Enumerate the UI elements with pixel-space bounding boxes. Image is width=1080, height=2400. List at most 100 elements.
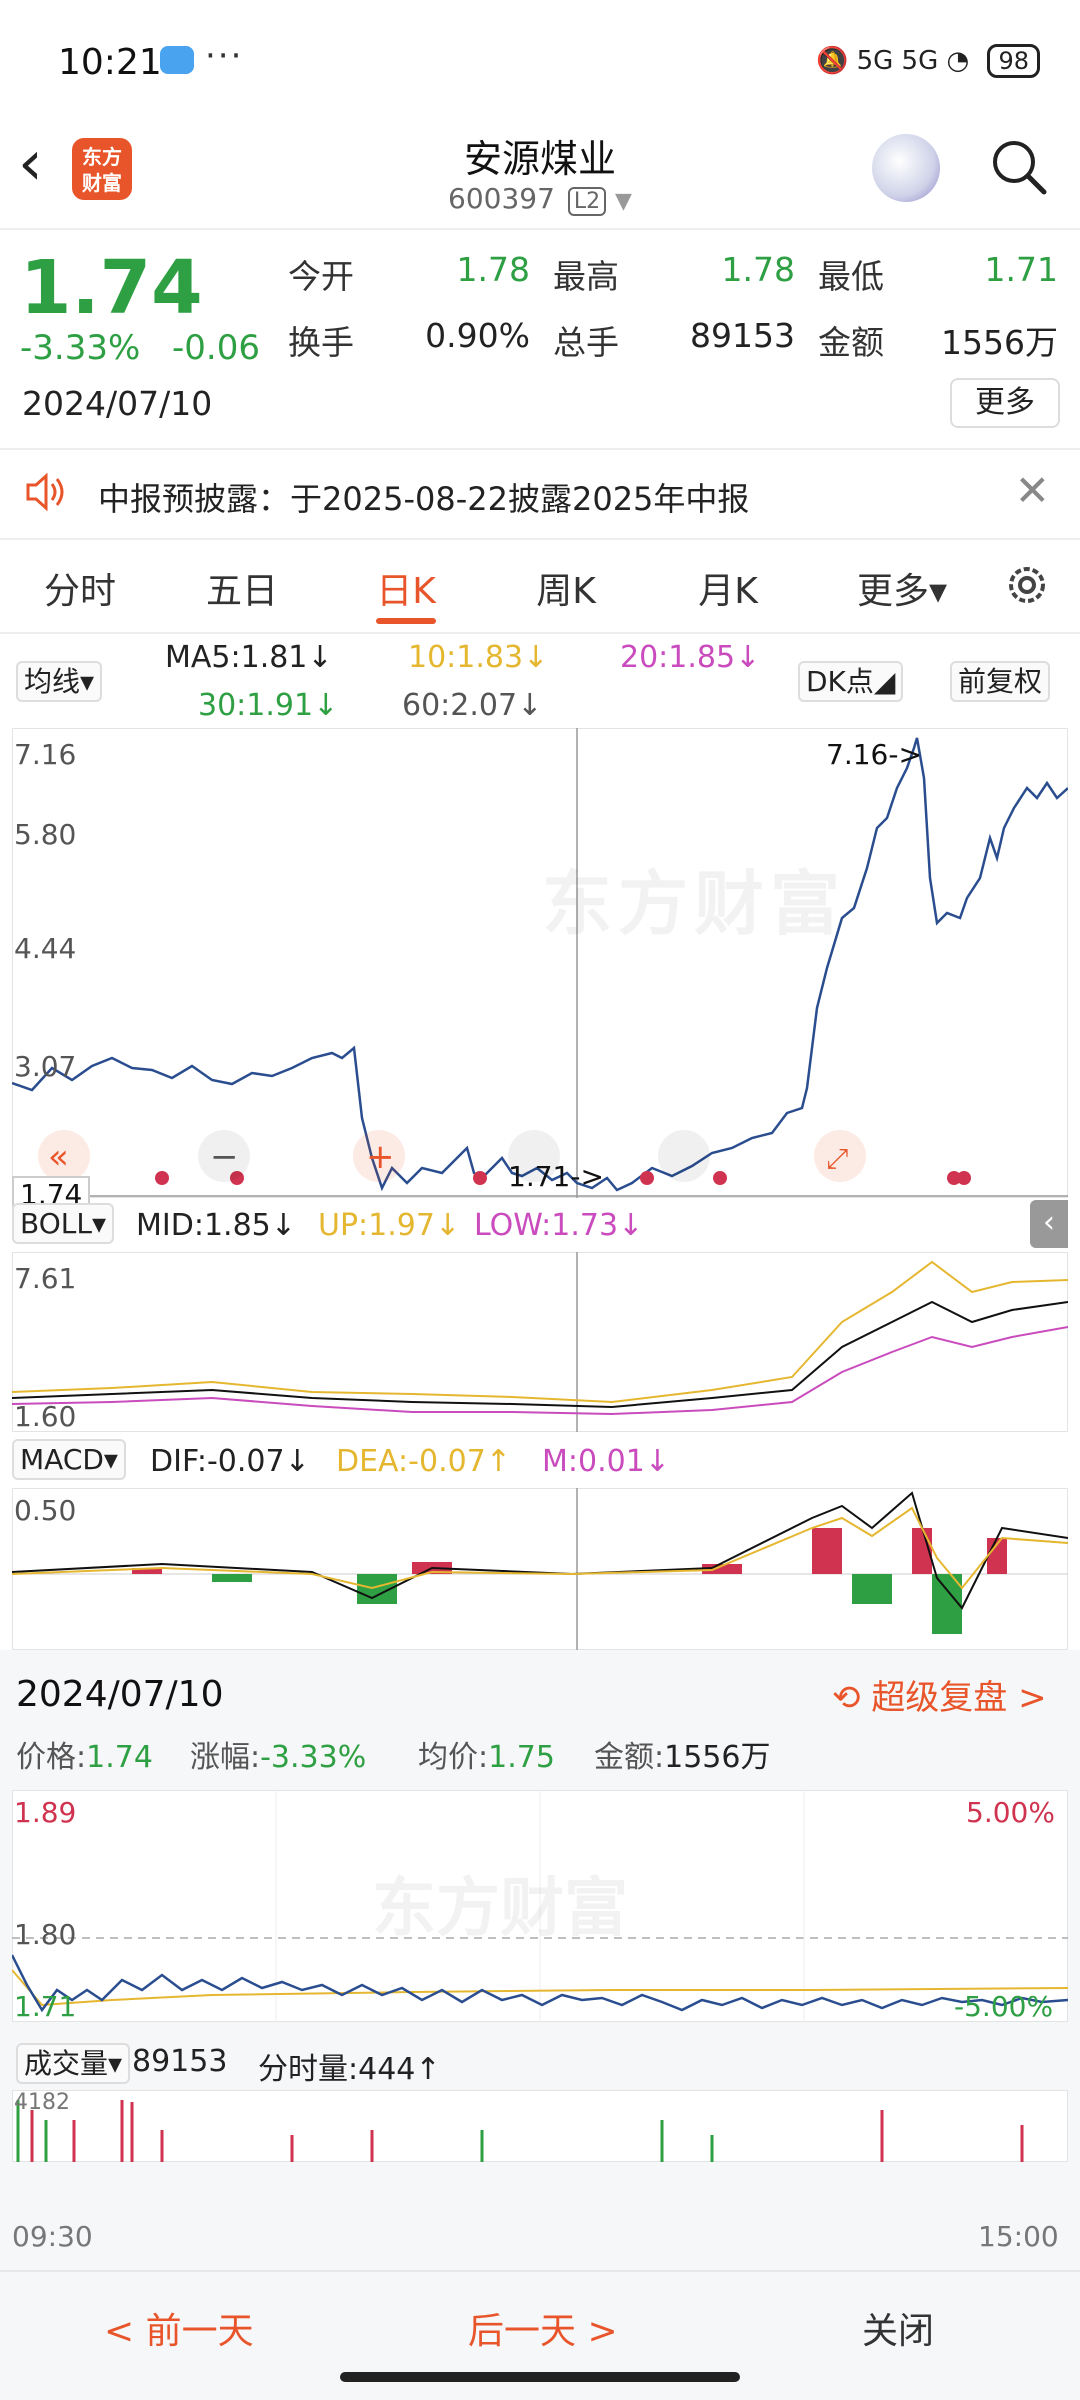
divider xyxy=(0,228,1080,230)
event-dot[interactable] xyxy=(230,1171,244,1185)
tab-five-day[interactable]: 五日 xyxy=(205,571,278,612)
boll-selector-label: BOLL▾ xyxy=(12,1203,115,1244)
gear-icon[interactable] xyxy=(1002,560,1052,610)
event-dot[interactable] xyxy=(713,1171,727,1185)
macd-selector[interactable]: MACD▾ xyxy=(12,1439,126,1480)
volume-selector[interactable]: 成交量▾ xyxy=(16,2042,131,2084)
next-day-button[interactable]: 后一天 > xyxy=(468,2311,618,2352)
event-dot[interactable] xyxy=(155,1171,169,1185)
boll-selector[interactable]: BOLL▾ xyxy=(12,1203,115,1244)
prev-icon[interactable] xyxy=(508,1130,560,1182)
code-text: 600397 xyxy=(448,182,555,215)
macd-dif-line xyxy=(12,1491,1068,1610)
intraday-pct-top: 5.00% xyxy=(966,1796,1055,1829)
volume-label: 总手 xyxy=(553,323,619,362)
chevron-down-icon: ▼ xyxy=(615,189,632,214)
ma30-value: 30:1.91↓ xyxy=(198,688,339,723)
status-bar: 10:21 ··· 🔕 5G 5G ◔ 98 xyxy=(0,0,1080,120)
intraday-chart[interactable]: 东方财富 xyxy=(12,1790,1068,2022)
mute-icon: 🔕 xyxy=(815,46,849,76)
intraday-avg-line xyxy=(12,1969,1068,2007)
detail-amount: 金额:1556万 xyxy=(594,1732,770,1776)
assistant-robot-icon[interactable] xyxy=(872,134,940,202)
intraday-y-top: 1.89 xyxy=(14,1796,77,1829)
low-label: 最低 xyxy=(818,257,884,296)
detail-price: 价格:1.74 xyxy=(16,1732,153,1776)
detail-date: 2024/07/10 xyxy=(16,1674,224,1715)
more-button[interactable]: 更多 xyxy=(950,378,1060,428)
level-badge: L2 xyxy=(567,187,607,216)
tab-monthly-k[interactable]: 月K xyxy=(698,571,758,612)
detail-avg: 均价:1.75 xyxy=(418,1732,555,1776)
close-icon[interactable]: ✕ xyxy=(1014,466,1050,515)
quote-date: 2024/07/10 xyxy=(22,384,213,423)
zoom-out-icon: − xyxy=(210,1137,239,1177)
zoom-out-icon[interactable] xyxy=(198,1130,250,1182)
price-chart[interactable]: 东方财富 « − + ⤢ xyxy=(12,728,1068,1198)
active-tab-indicator xyxy=(376,618,436,624)
event-dot[interactable] xyxy=(957,1171,971,1185)
ma60-value: 60:2.07↓ xyxy=(402,688,543,723)
dk-label: DK点◢ xyxy=(798,661,904,702)
adjust-button[interactable]: 前复权 xyxy=(950,660,1051,702)
detail-avg-value: 1.75 xyxy=(488,1740,555,1775)
max-annotation: 7.16-> xyxy=(826,738,922,771)
status-time: 10:21 xyxy=(58,42,162,83)
macd-chart[interactable] xyxy=(12,1488,1068,1650)
rewind-icon[interactable] xyxy=(38,1130,90,1182)
detail-amount-label: 金额: xyxy=(594,1740,665,1775)
boll-bottom-label: 1.60 xyxy=(14,1400,77,1433)
search-icon[interactable] xyxy=(988,136,1048,196)
period-tabs: 分时 五日 日K 周K 月K 更多▾ xyxy=(0,552,1080,626)
ma-selector[interactable]: 均线▾ xyxy=(16,660,103,702)
high-label: 最高 xyxy=(553,257,619,296)
turnover-label: 换手 xyxy=(288,323,354,362)
volume-value: 89153 xyxy=(690,316,795,355)
adjust-label: 前复权 xyxy=(950,661,1051,702)
price-line xyxy=(12,737,1068,1192)
stock-code[interactable]: 600397 L2 ▼ xyxy=(0,182,1080,216)
next-icon[interactable] xyxy=(658,1130,710,1182)
ma5-value: MA5:1.81↓ xyxy=(165,640,333,675)
event-dot[interactable] xyxy=(640,1171,654,1185)
high-value: 1.78 xyxy=(721,250,795,289)
zoom-in-icon[interactable] xyxy=(353,1130,405,1182)
boll-up: UP:1.97↓ xyxy=(318,1208,461,1243)
detail-change: 涨幅:-3.33% xyxy=(190,1732,366,1776)
status-right: 🔕 5G 5G ◔ 98 xyxy=(816,44,1040,78)
boll-up-line xyxy=(12,1260,1068,1404)
super-replay-button[interactable]: ⟲ 超级复盘 > xyxy=(832,1670,1047,1719)
intraday-detail-panel: 2024/07/10 ⟲ 超级复盘 > 价格:1.74 涨幅:-3.33% 均价… xyxy=(0,1650,1080,2270)
event-dot[interactable] xyxy=(473,1171,487,1185)
detail-change-label: 涨幅: xyxy=(190,1740,261,1775)
ma10-value: 10:1.83↓ xyxy=(408,640,549,675)
boll-chart[interactable] xyxy=(12,1252,1068,1432)
home-indicator[interactable] xyxy=(340,2372,740,2382)
macd-dea-line xyxy=(12,1506,1068,1590)
ma-selector-label: 均线▾ xyxy=(16,661,103,702)
prev-day-button[interactable]: < 前一天 xyxy=(104,2311,254,2352)
intraday-y-mid: 1.80 xyxy=(14,1918,77,1951)
dk-button[interactable]: DK点◢ xyxy=(798,660,904,702)
tab-weekly-k[interactable]: 周K xyxy=(536,571,596,612)
collapse-icon[interactable]: ‹ xyxy=(1030,1200,1068,1248)
amount-label: 金额 xyxy=(818,323,884,362)
tab-daily-k[interactable]: 日K xyxy=(376,571,436,612)
close-button[interactable]: 关闭 xyxy=(862,2311,935,2352)
fullscreen-icon[interactable] xyxy=(814,1130,866,1182)
detail-price-label: 价格: xyxy=(16,1740,87,1775)
detail-amount-value: 1556万 xyxy=(664,1740,771,1775)
current-price: 1.74 xyxy=(20,245,203,331)
back-icon[interactable]: ‹ xyxy=(18,126,43,199)
tab-intraday[interactable]: 分时 xyxy=(43,571,116,612)
signal-icon: 5G 5G xyxy=(856,46,939,76)
super-replay-label: 超级复盘 > xyxy=(871,1678,1047,1718)
volume-chart[interactable] xyxy=(12,2090,1068,2162)
time-end: 15:00 xyxy=(978,2220,1059,2253)
divider xyxy=(0,448,1080,450)
volume-total: 89153 xyxy=(132,2044,228,2079)
event-dot[interactable] xyxy=(947,1171,961,1185)
tab-more[interactable]: 更多▾ xyxy=(856,571,948,612)
notice-bar[interactable]: 中报预披露：于2025-08-22披露2025年中报 ✕ xyxy=(0,452,1080,538)
boll-low-line xyxy=(12,1326,1068,1416)
